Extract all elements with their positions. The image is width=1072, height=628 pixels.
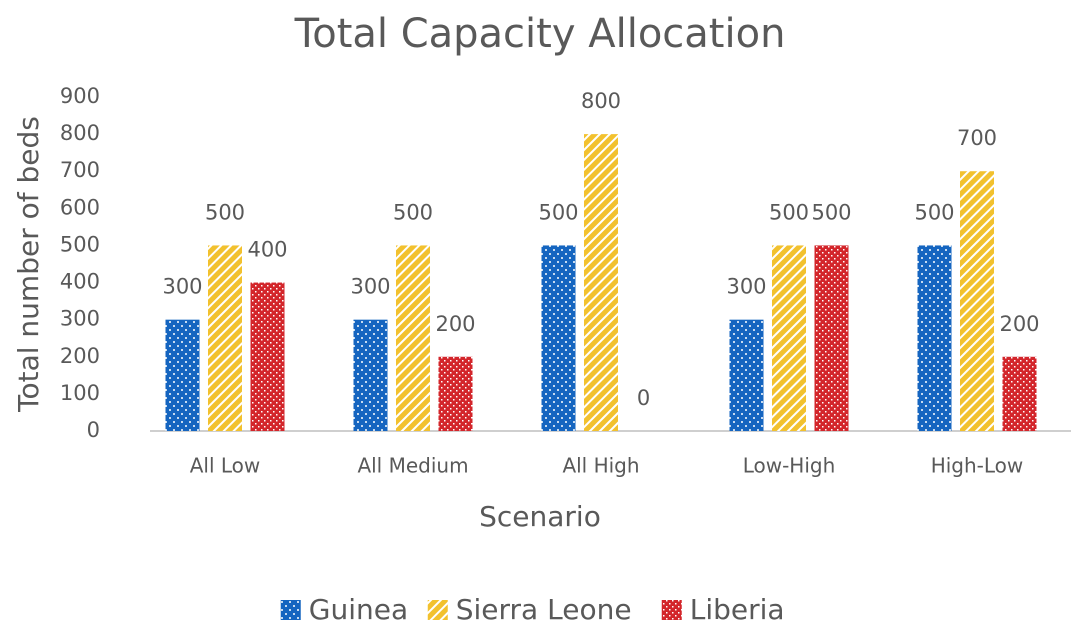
legend-label: Sierra Leone bbox=[456, 593, 632, 626]
y-tick-label: 600 bbox=[60, 195, 100, 219]
bar bbox=[396, 245, 430, 431]
bar bbox=[772, 245, 806, 431]
bar bbox=[208, 245, 242, 431]
y-tick-label: 100 bbox=[60, 381, 100, 405]
data-label: 500 bbox=[393, 200, 433, 224]
data-label: 300 bbox=[162, 275, 202, 299]
data-label: 500 bbox=[205, 200, 245, 224]
x-axis-title: Scenario bbox=[479, 500, 601, 533]
y-tick-label: 0 bbox=[87, 418, 100, 442]
legend-label: Guinea bbox=[309, 593, 408, 626]
data-label: 300 bbox=[726, 275, 766, 299]
bar bbox=[729, 319, 764, 431]
data-label: 500 bbox=[914, 200, 954, 224]
data-label: 500 bbox=[769, 200, 809, 224]
data-label: 500 bbox=[811, 200, 851, 224]
data-label: 200 bbox=[999, 312, 1039, 336]
data-label: 300 bbox=[350, 275, 390, 299]
y-tick-label: 200 bbox=[60, 344, 100, 368]
y-tick-label: 900 bbox=[60, 84, 100, 108]
x-tick-label: High-Low bbox=[931, 454, 1024, 478]
bar bbox=[917, 245, 952, 431]
bar bbox=[438, 356, 473, 431]
data-label: 0 bbox=[637, 386, 650, 410]
legend-label: Liberia bbox=[690, 593, 785, 626]
bar bbox=[1002, 356, 1037, 431]
y-tick-label: 800 bbox=[60, 121, 100, 145]
data-label: 400 bbox=[247, 238, 287, 262]
legend-swatch bbox=[280, 600, 301, 620]
y-axis-title: Total number of beds bbox=[12, 116, 45, 413]
chart-title: Total Capacity Allocation bbox=[294, 11, 786, 57]
bar bbox=[814, 245, 849, 431]
y-tick-label: 400 bbox=[60, 270, 100, 294]
bar bbox=[165, 319, 200, 431]
bar bbox=[250, 282, 285, 431]
data-label: 500 bbox=[538, 200, 578, 224]
x-tick-label: All High bbox=[562, 454, 639, 478]
x-tick-label: Low-High bbox=[743, 454, 836, 478]
bar bbox=[541, 245, 576, 431]
bar bbox=[584, 134, 618, 431]
x-tick-label: All Medium bbox=[357, 454, 468, 478]
y-tick-label: 700 bbox=[60, 158, 100, 182]
y-tick-label: 500 bbox=[60, 232, 100, 256]
data-label: 700 bbox=[957, 126, 997, 150]
bar bbox=[353, 319, 388, 431]
data-label: 800 bbox=[581, 89, 621, 113]
x-tick-label: All Low bbox=[190, 454, 261, 478]
legend-swatch bbox=[427, 600, 448, 620]
bar bbox=[960, 171, 994, 431]
y-tick-label: 300 bbox=[60, 307, 100, 331]
legend-swatch bbox=[661, 600, 682, 620]
data-label: 200 bbox=[435, 312, 475, 336]
